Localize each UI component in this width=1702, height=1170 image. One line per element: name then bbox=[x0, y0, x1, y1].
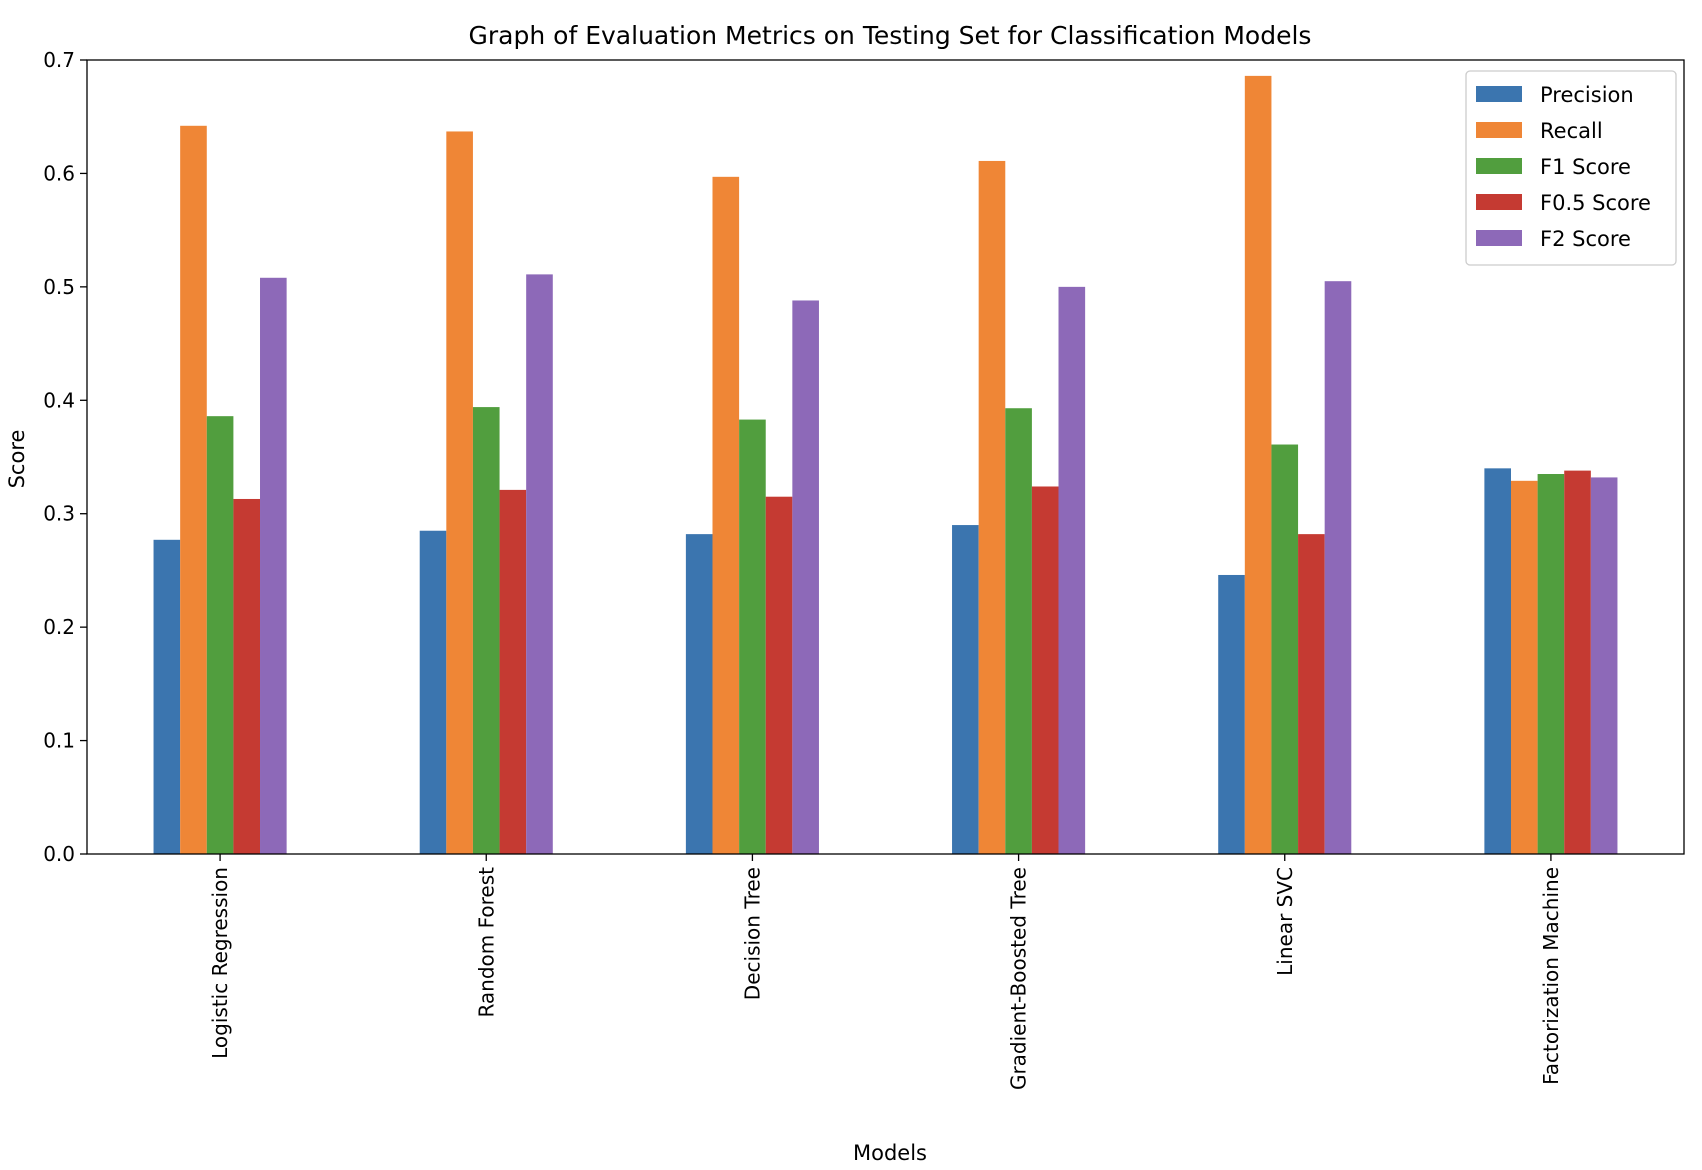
bar bbox=[1244, 75, 1272, 854]
bar bbox=[685, 534, 713, 854]
x-tick-label: Linear SVC bbox=[1273, 867, 1297, 976]
bar bbox=[446, 131, 473, 854]
legend-label: Precision bbox=[1540, 83, 1634, 107]
y-tick-label: 0.2 bbox=[43, 615, 75, 639]
bar bbox=[419, 530, 447, 854]
legend-swatch bbox=[1476, 158, 1522, 174]
y-tick-label: 0.5 bbox=[43, 275, 75, 299]
x-axis-title: Models bbox=[853, 1141, 927, 1165]
bar bbox=[978, 160, 1006, 854]
y-tick-label: 0.7 bbox=[43, 48, 75, 72]
series-f1-score bbox=[206, 407, 1565, 854]
bar bbox=[1005, 408, 1032, 854]
x-tick-label: Logistic Regression bbox=[208, 867, 232, 1059]
bar bbox=[526, 274, 553, 854]
bar bbox=[1031, 486, 1059, 854]
x-tick-label: Factorization Machine bbox=[1539, 867, 1563, 1085]
bar bbox=[1590, 477, 1618, 854]
legend-swatch bbox=[1476, 122, 1522, 138]
bar bbox=[1564, 470, 1591, 854]
bar bbox=[1324, 281, 1352, 854]
bar bbox=[1271, 444, 1299, 854]
bar bbox=[792, 300, 819, 855]
bar bbox=[952, 525, 979, 854]
legend-label: F2 Score bbox=[1540, 227, 1631, 251]
bar bbox=[153, 539, 181, 854]
legend-label: Recall bbox=[1540, 119, 1603, 143]
plot-area: 0.0 0.1 0.2 0.3 0.4 0.5 0.6 0.7 Logistic Regress… bbox=[43, 48, 1685, 1090]
series-f0-5-score bbox=[233, 470, 1591, 854]
chart-title: Graph of Evaluation Metrics on Testing S… bbox=[469, 21, 1312, 50]
legend-label: F1 Score bbox=[1540, 155, 1631, 179]
bar bbox=[1537, 474, 1565, 854]
plot-frame bbox=[86, 59, 1685, 855]
bar bbox=[1218, 574, 1245, 854]
x-tick-label: Gradient-Boosted Tree bbox=[1007, 867, 1031, 1090]
series-f2-score bbox=[260, 274, 1618, 855]
bar bbox=[1058, 286, 1086, 854]
bar bbox=[180, 125, 207, 855]
legend-box bbox=[1465, 70, 1677, 266]
y-tick-label: 0.0 bbox=[43, 842, 75, 866]
bar bbox=[712, 176, 740, 854]
legend-swatch bbox=[1476, 194, 1522, 210]
bar bbox=[260, 277, 287, 854]
bar bbox=[739, 419, 766, 854]
y-tick-label: 0.6 bbox=[43, 161, 75, 185]
y-axis-title: Score bbox=[5, 430, 29, 489]
bar bbox=[765, 496, 793, 854]
series-precision bbox=[153, 468, 1511, 854]
bar bbox=[472, 407, 500, 854]
bar bbox=[233, 498, 261, 854]
bar bbox=[499, 489, 527, 854]
y-tick-label: 0.1 bbox=[43, 729, 75, 753]
bar bbox=[1484, 468, 1511, 854]
x-tick-label: Decision Tree bbox=[740, 867, 764, 1000]
y-tick-label: 0.3 bbox=[43, 502, 75, 526]
legend-label: F0.5 Score bbox=[1540, 191, 1651, 215]
series-recall bbox=[180, 75, 1538, 855]
bar bbox=[1510, 480, 1538, 854]
legend-swatch bbox=[1476, 230, 1522, 246]
legend: Precision Recall F1 Score F0.5 Score F2 Scor… bbox=[1465, 70, 1677, 266]
y-tick-label: 0.4 bbox=[43, 388, 75, 412]
legend-swatch bbox=[1476, 86, 1522, 102]
bar bbox=[206, 416, 234, 854]
bar bbox=[1298, 534, 1325, 854]
x-tick-label: Random Forest bbox=[474, 867, 498, 1018]
